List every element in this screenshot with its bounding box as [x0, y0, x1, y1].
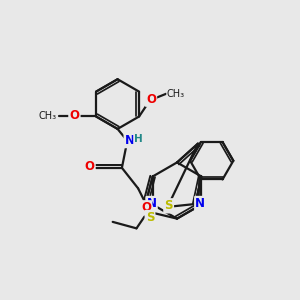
Text: O: O	[85, 160, 94, 173]
Text: H: H	[134, 134, 142, 144]
Text: CH₃: CH₃	[38, 112, 56, 122]
Text: O: O	[146, 93, 156, 106]
Text: CH₃: CH₃	[167, 89, 185, 99]
Text: O: O	[141, 201, 151, 214]
Text: N: N	[195, 197, 205, 210]
Text: O: O	[69, 109, 80, 122]
Text: S: S	[164, 199, 173, 212]
Text: N: N	[124, 134, 134, 147]
Text: S: S	[146, 211, 154, 224]
Text: N: N	[147, 197, 157, 210]
